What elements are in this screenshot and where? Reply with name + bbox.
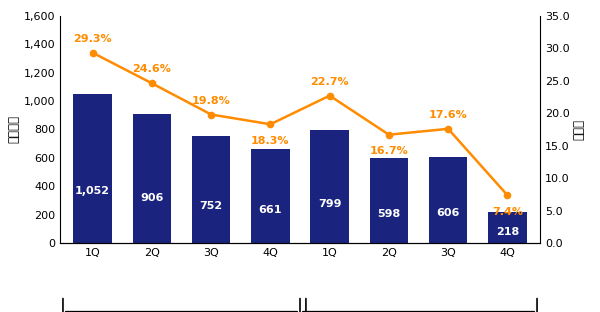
Bar (488, 212, 527, 243)
Bar (429, 157, 467, 243)
Bar (73, 94, 112, 243)
Bar (251, 149, 290, 243)
Text: 17.6%: 17.6% (429, 110, 467, 120)
Text: 29.3%: 29.3% (73, 34, 112, 44)
Text: 18.3%: 18.3% (251, 136, 290, 146)
Text: 218: 218 (496, 227, 519, 237)
Text: 19.8%: 19.8% (192, 95, 230, 106)
Text: 799: 799 (318, 198, 341, 208)
Y-axis label: （億円）: （億円） (8, 115, 21, 144)
Text: 606: 606 (436, 208, 460, 218)
Text: 598: 598 (377, 208, 401, 219)
Text: 7.4%: 7.4% (492, 207, 523, 217)
Text: 22.7%: 22.7% (310, 77, 349, 87)
Bar (192, 136, 230, 243)
Text: 24.6%: 24.6% (133, 64, 171, 74)
Text: 661: 661 (259, 205, 282, 215)
Bar (133, 115, 171, 243)
Bar (310, 129, 349, 243)
Text: 1,052: 1,052 (75, 186, 110, 196)
Text: 906: 906 (140, 193, 164, 203)
Y-axis label: （％）: （％） (572, 119, 586, 140)
Bar (370, 158, 408, 243)
Text: 752: 752 (200, 201, 223, 211)
Text: 16.7%: 16.7% (370, 146, 408, 156)
